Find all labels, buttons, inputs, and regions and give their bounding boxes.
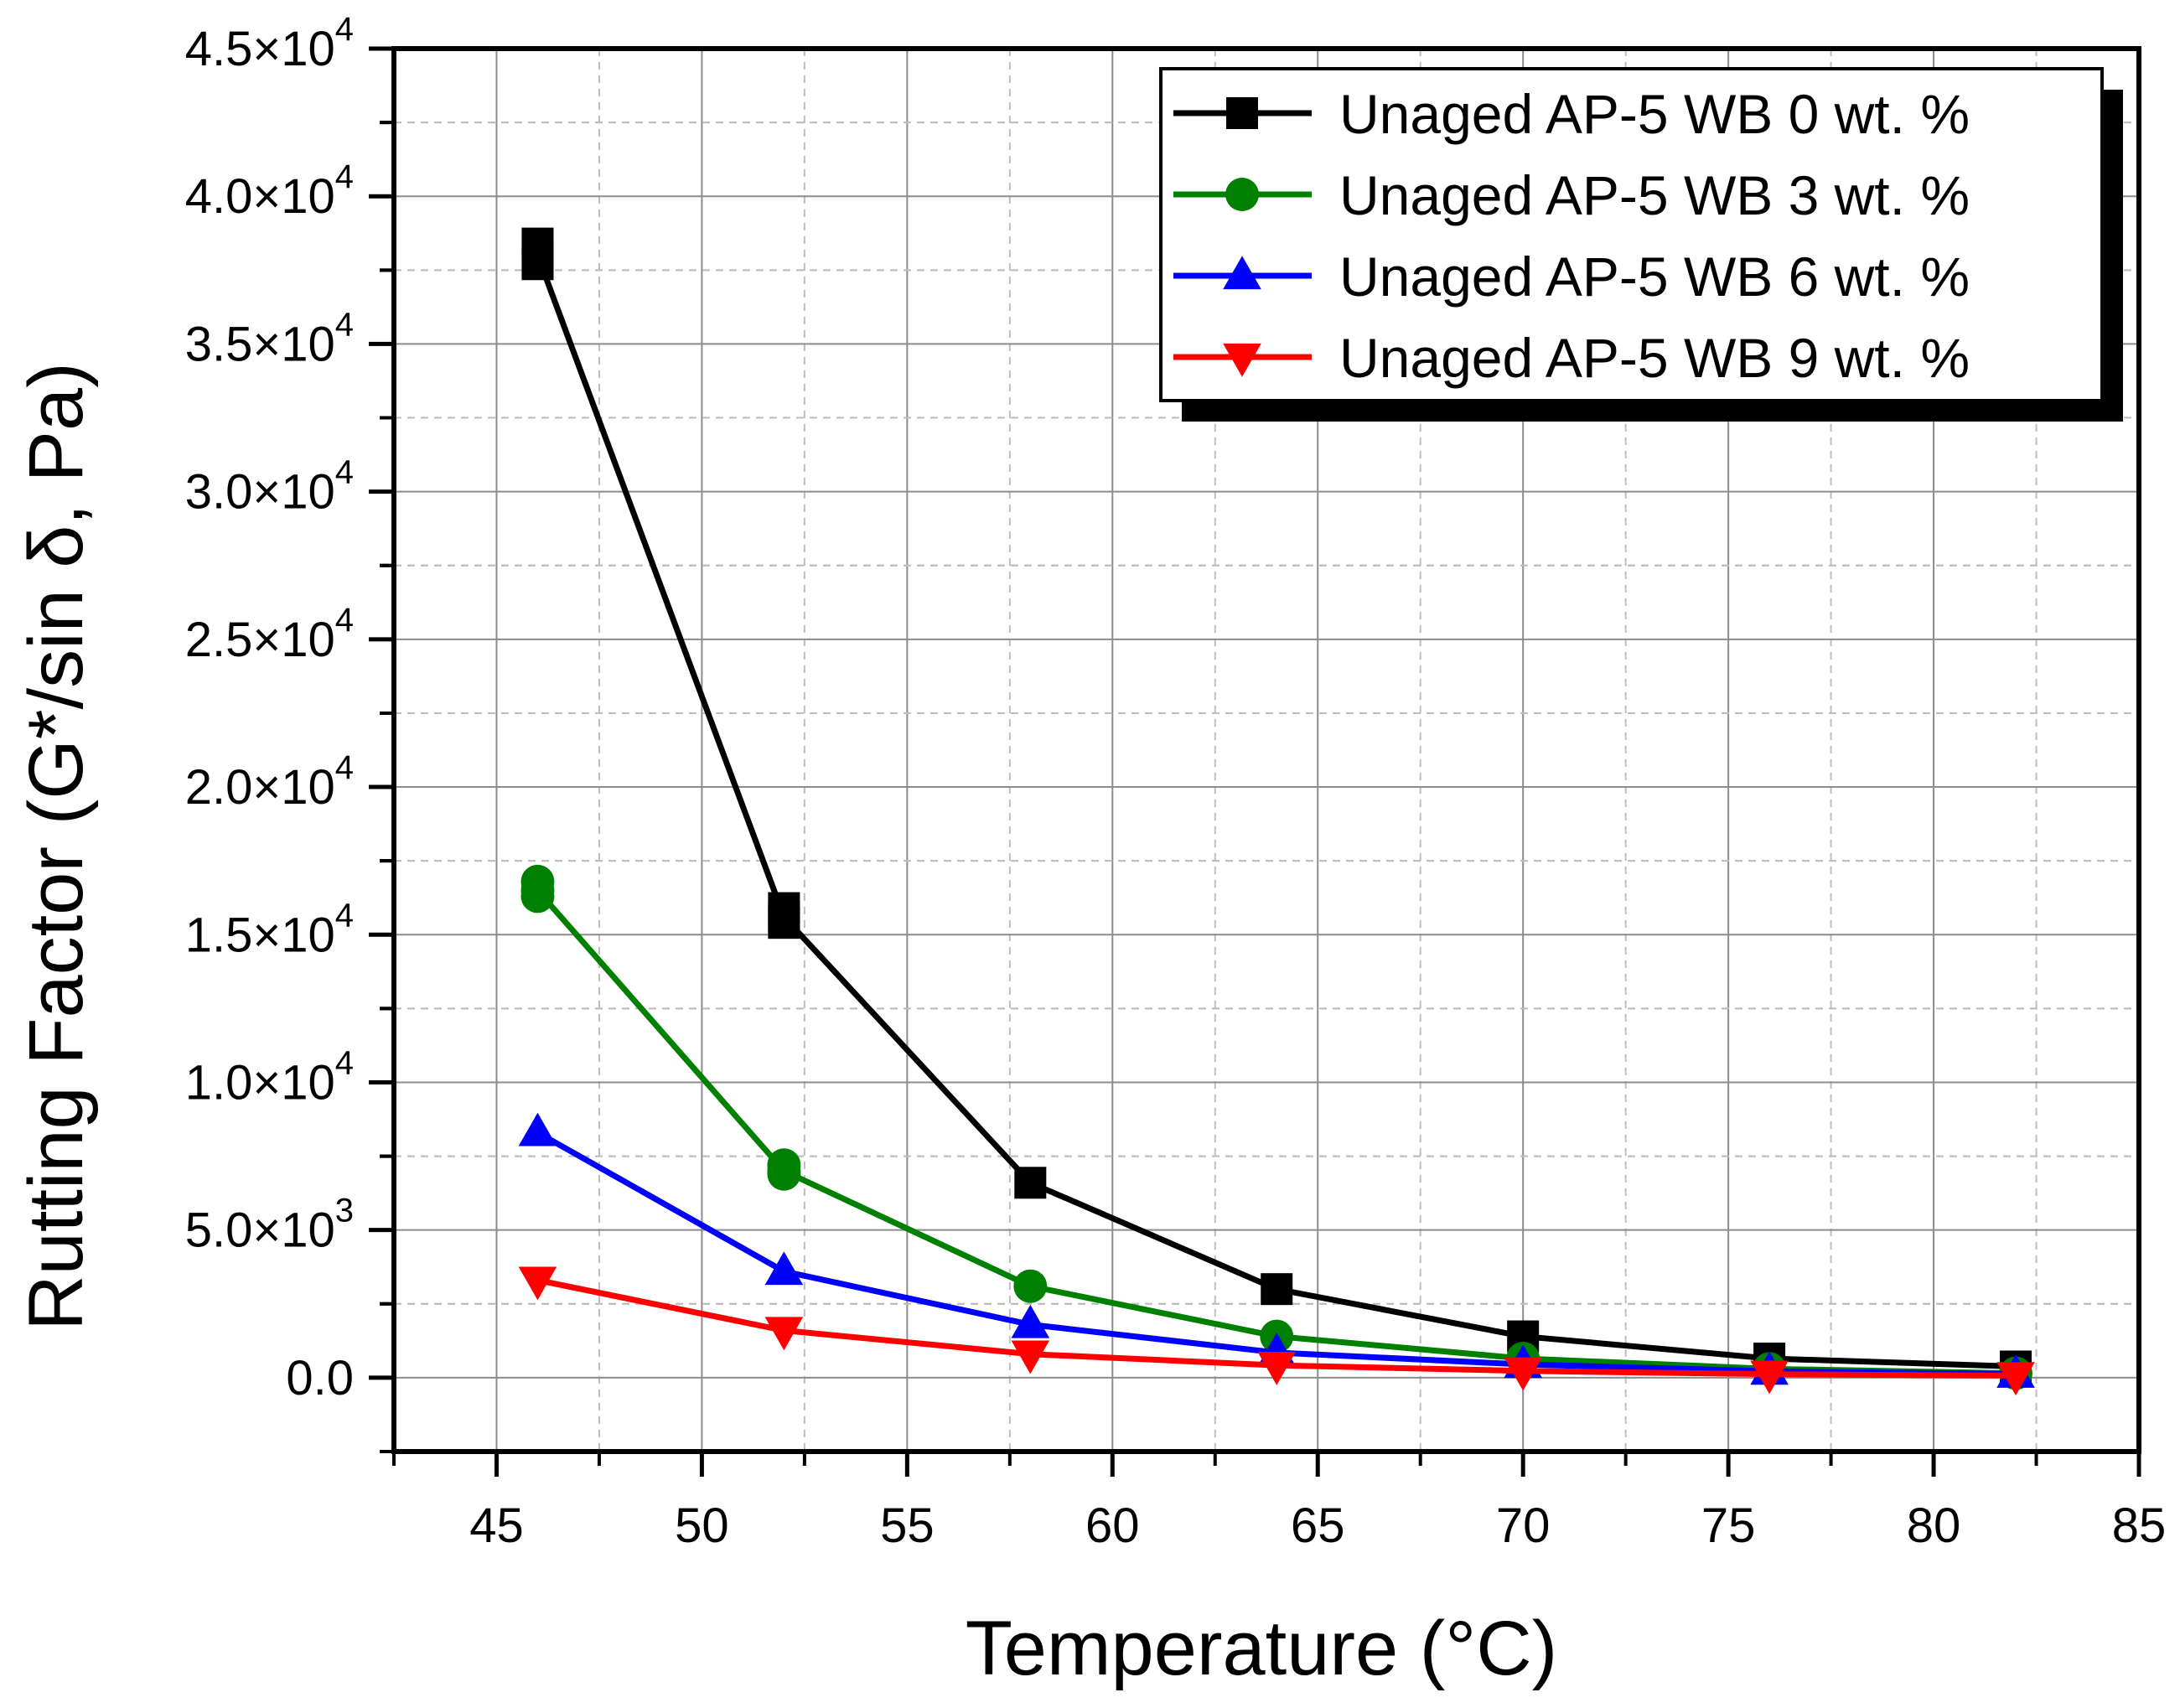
series-layer (518, 227, 2035, 1396)
data-point (1261, 1273, 1293, 1306)
y-tick-exponent: 4 (335, 749, 354, 786)
y-tick-mantissa: 5.0×10 (185, 1203, 335, 1258)
y-tick-exponent: 4 (335, 897, 354, 934)
data-point (764, 1251, 804, 1286)
x-tick-label: 45 (469, 1498, 524, 1553)
series-line (535, 254, 2017, 1370)
axis-ticks (369, 46, 2141, 1477)
legend-label: Unaged AP-5 WB 6 wt. % (1339, 246, 1970, 308)
y-tick-label: 1.5×104 (185, 897, 354, 962)
data-point (1257, 1351, 1297, 1385)
axis-tick-labels: 45 50 55 60 65 70 75 80 850.05.0×1031.0×1041.5×1… (185, 11, 2167, 1553)
y-tick-exponent: 4 (335, 11, 354, 48)
y-tick-exponent: 4 (335, 1044, 354, 1081)
data-point (521, 239, 554, 272)
legend: Unaged AP-5 WB 0 wt. % Unaged AP-5 WB 3 w… (1159, 67, 2123, 422)
data-point (518, 1266, 557, 1301)
legend-label: Unaged AP-5 WB 3 wt. % (1339, 164, 1970, 226)
y-tick-mantissa: 4.0×10 (185, 169, 335, 224)
data-point (518, 1112, 557, 1146)
data-point (768, 901, 800, 934)
x-tick-label: 70 (1496, 1498, 1551, 1553)
series-2 (518, 1112, 2035, 1388)
y-tick-label: 4.0×104 (185, 158, 354, 224)
legend-items: Unaged AP-5 WB 0 wt. % Unaged AP-5 WB 3 w… (1173, 83, 1970, 389)
y-tick-mantissa: 1.5×10 (185, 908, 335, 962)
series-1 (520, 864, 2032, 1390)
data-point (764, 1317, 804, 1351)
y-tick-mantissa: 2.0×10 (185, 760, 335, 815)
data-point (1011, 1304, 1050, 1338)
y-axis-title: Rutting Factor (G*/sin δ, Pa) (13, 362, 99, 1331)
legend-marker (1223, 343, 1261, 377)
y-tick-mantissa: 4.5×10 (185, 22, 335, 76)
y-tick-label: 3.0×104 (185, 454, 354, 520)
x-tick-label: 80 (1907, 1498, 1961, 1553)
x-axis-title: Temperature (°C) (966, 1606, 1558, 1691)
x-tick-label: 85 (2112, 1498, 2167, 1553)
data-point (1750, 1360, 1789, 1395)
legend-marker (1226, 97, 1258, 129)
y-tick-mantissa: 2.5×10 (185, 613, 335, 667)
y-tick-mantissa: 0.0 (286, 1351, 354, 1405)
y-tick-label: 4.5×104 (185, 11, 354, 76)
data-point (520, 873, 555, 908)
legend-marker (1223, 256, 1261, 290)
legend-label: Unaged AP-5 WB 9 wt. % (1339, 327, 1970, 389)
x-tick-label: 60 (1085, 1498, 1140, 1553)
x-tick-label: 50 (675, 1498, 729, 1553)
data-point (1996, 1362, 2035, 1396)
y-tick-mantissa: 3.5×10 (185, 317, 335, 371)
legend-marker (1225, 178, 1259, 211)
series-3 (518, 1266, 2035, 1396)
data-point (767, 1154, 801, 1188)
y-tick-exponent: 4 (335, 306, 354, 343)
x-tick-label: 55 (880, 1498, 935, 1553)
legend-label: Unaged AP-5 WB 0 wt. % (1339, 83, 1970, 145)
data-point (1011, 1340, 1050, 1374)
legend-box (1159, 67, 2104, 402)
y-tick-exponent: 3 (335, 1193, 354, 1229)
plot-frame (391, 46, 2141, 1454)
y-tick-mantissa: 3.0×10 (185, 465, 335, 520)
data-point (1504, 1357, 1542, 1391)
y-tick-label: 5.0×103 (185, 1193, 354, 1258)
data-point (1013, 1269, 1048, 1303)
data-point (1014, 1167, 1047, 1199)
y-tick-exponent: 4 (335, 158, 354, 195)
y-tick-label: 2.5×104 (185, 602, 354, 667)
y-tick-exponent: 4 (335, 454, 354, 491)
x-tick-label: 75 (1701, 1498, 1756, 1553)
y-tick-label: 3.5×104 (185, 306, 354, 371)
y-tick-label: 1.0×104 (185, 1044, 354, 1110)
y-tick-exponent: 4 (335, 602, 354, 639)
y-tick-label: 2.0×104 (185, 749, 354, 815)
x-tick-label: 65 (1291, 1498, 1345, 1553)
y-tick-mantissa: 1.0×10 (185, 1055, 335, 1110)
y-tick-label: 0.0 (286, 1351, 354, 1405)
